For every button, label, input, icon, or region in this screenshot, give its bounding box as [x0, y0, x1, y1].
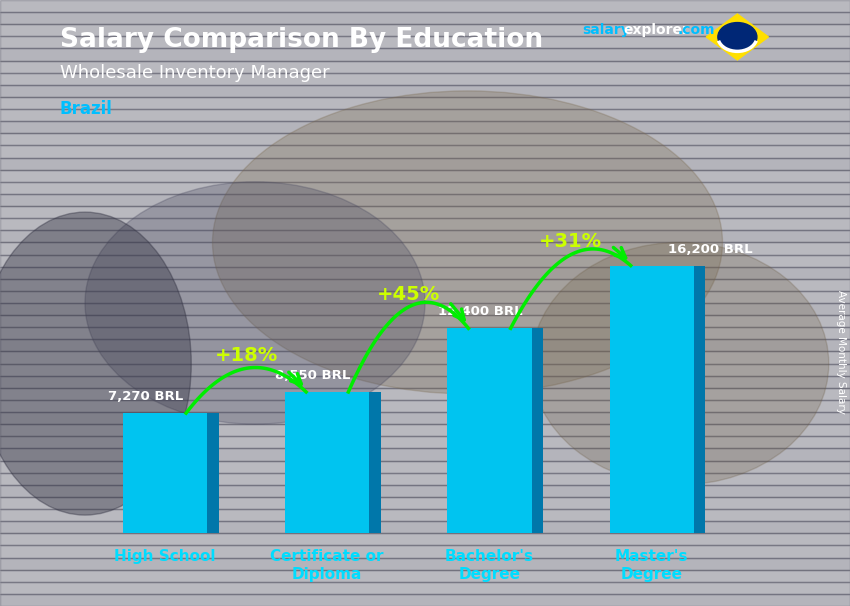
Ellipse shape — [85, 182, 425, 424]
Bar — [0, 158, 850, 170]
Bar — [0, 570, 850, 582]
Bar — [0, 279, 850, 291]
Bar — [0, 521, 850, 533]
Bar — [0, 109, 850, 121]
Bar — [0, 36, 850, 48]
Bar — [0, 194, 850, 206]
Bar — [0, 230, 850, 242]
Bar — [0, 267, 850, 279]
Bar — [0, 448, 850, 461]
Bar — [0, 497, 850, 509]
Bar — [0, 170, 850, 182]
Text: 16,200 BRL: 16,200 BRL — [668, 242, 752, 256]
Bar — [0, 73, 850, 85]
Bar — [0, 0, 850, 12]
Bar — [0, 97, 850, 109]
Text: explorer: explorer — [623, 23, 688, 37]
Text: 8,550 BRL: 8,550 BRL — [275, 369, 351, 382]
Bar — [0, 145, 850, 158]
Bar — [0, 364, 850, 376]
Bar — [0, 206, 850, 218]
Bar — [0, 61, 850, 73]
Polygon shape — [370, 392, 381, 533]
Text: Wholesale Inventory Manager: Wholesale Inventory Manager — [60, 64, 329, 82]
Bar — [0, 255, 850, 267]
Polygon shape — [609, 265, 694, 533]
Bar — [0, 12, 850, 24]
Bar — [0, 48, 850, 61]
Bar — [0, 85, 850, 97]
Polygon shape — [694, 265, 705, 533]
Bar — [0, 485, 850, 497]
Bar — [0, 133, 850, 145]
Bar — [0, 594, 850, 606]
Circle shape — [718, 22, 756, 52]
Text: +45%: +45% — [377, 285, 440, 304]
Text: 12,400 BRL: 12,400 BRL — [438, 305, 522, 318]
Bar — [0, 376, 850, 388]
Bar — [0, 533, 850, 545]
Bar — [0, 388, 850, 400]
Bar — [0, 545, 850, 558]
Text: .com: .com — [677, 23, 715, 37]
Bar — [0, 400, 850, 412]
Bar — [0, 24, 850, 36]
Bar — [0, 121, 850, 133]
Bar — [0, 339, 850, 351]
Polygon shape — [706, 14, 768, 60]
Bar — [0, 558, 850, 570]
Bar — [0, 315, 850, 327]
Bar — [0, 582, 850, 594]
Text: salary: salary — [582, 23, 630, 37]
Bar — [0, 327, 850, 339]
Text: +31%: +31% — [539, 233, 602, 251]
Polygon shape — [122, 413, 207, 533]
Ellipse shape — [0, 212, 191, 515]
Bar — [0, 182, 850, 194]
Polygon shape — [285, 392, 370, 533]
Ellipse shape — [531, 242, 829, 485]
Text: Salary Comparison By Education: Salary Comparison By Education — [60, 27, 542, 53]
Polygon shape — [207, 413, 218, 533]
Bar — [0, 424, 850, 436]
Polygon shape — [532, 328, 543, 533]
Bar — [0, 509, 850, 521]
Bar — [0, 303, 850, 315]
Text: +18%: +18% — [214, 346, 278, 365]
Polygon shape — [447, 328, 532, 533]
Text: Brazil: Brazil — [60, 100, 112, 118]
Bar — [0, 218, 850, 230]
Bar — [0, 242, 850, 255]
Bar — [0, 351, 850, 364]
Bar — [0, 436, 850, 448]
Ellipse shape — [212, 91, 722, 394]
Bar — [0, 412, 850, 424]
Bar — [0, 461, 850, 473]
Text: 7,270 BRL: 7,270 BRL — [108, 390, 184, 403]
Bar — [0, 291, 850, 303]
Text: Average Monthly Salary: Average Monthly Salary — [836, 290, 846, 413]
Bar — [0, 473, 850, 485]
